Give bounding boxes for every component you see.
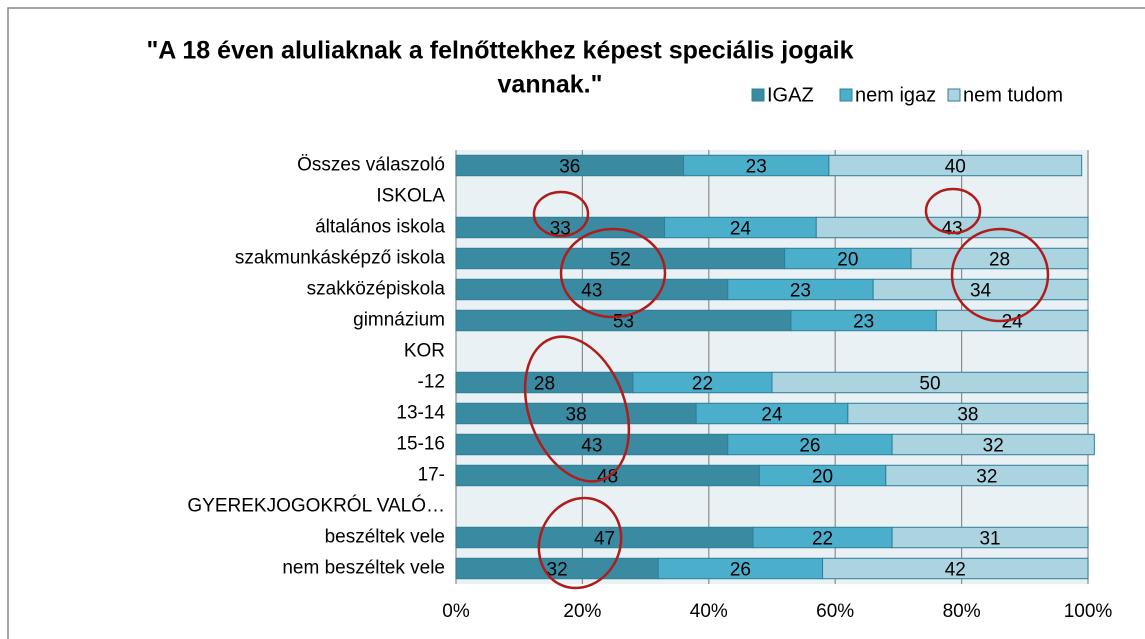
data-label: 24 [761, 405, 783, 426]
plot-area [456, 150, 1088, 584]
bar-segment [771, 371, 1089, 394]
y-tick-label: gimnázium [353, 310, 445, 331]
data-label: 38 [957, 405, 978, 426]
data-label: 23 [853, 312, 874, 333]
data-label: 26 [730, 560, 751, 581]
data-label: 22 [692, 374, 713, 395]
bar-segment [828, 154, 1083, 177]
data-label: 42 [945, 560, 966, 581]
legend-label: IGAZ [767, 84, 814, 106]
x-tick-label: 80% [943, 601, 981, 622]
chart-title: vannak." [498, 71, 603, 99]
data-label: 36 [559, 157, 580, 178]
legend-label: nem igaz [855, 84, 936, 106]
data-label: 23 [790, 281, 811, 302]
bar-segment [822, 557, 1089, 580]
y-tick-label: 13-14 [396, 403, 445, 424]
x-tick-label: 40% [690, 601, 728, 622]
data-label: 50 [919, 374, 940, 395]
data-label: 23 [746, 157, 767, 178]
y-tick-label: szakközépiskola [307, 279, 446, 300]
y-tick-label: GYEREKJOGOKRÓL VALÓ… [187, 495, 445, 517]
bar-segment [891, 433, 1095, 456]
bar-segment [872, 278, 1089, 301]
x-tick-label: 20% [563, 601, 601, 622]
data-label: 20 [837, 250, 858, 271]
y-tick-label: szakmunkásképző iskola [235, 248, 446, 269]
data-label: 40 [945, 157, 966, 178]
data-label: 20 [812, 467, 833, 488]
annotation-circle [950, 227, 1050, 323]
x-tick-label: 100% [1064, 601, 1113, 622]
legend-swatch [839, 88, 853, 102]
data-label: 28 [989, 250, 1010, 271]
bar-segment [885, 464, 1089, 487]
data-label: 34 [970, 281, 992, 302]
y-tick-label: KOR [404, 341, 445, 362]
data-label: 31 [979, 529, 1000, 550]
data-label: 24 [730, 219, 752, 240]
y-tick-label: 17- [418, 465, 445, 486]
data-label: 22 [812, 529, 833, 550]
x-tick-label: 60% [816, 601, 854, 622]
annotation-circle [532, 190, 590, 238]
legend-swatch [751, 88, 765, 102]
y-tick-label: ISKOLA [376, 186, 445, 207]
bar-segment [891, 526, 1089, 549]
y-tick-label: általános iskola [315, 217, 445, 238]
x-tick-label: 0% [442, 601, 470, 622]
data-label: 43 [942, 219, 963, 240]
bar-segment [847, 402, 1089, 425]
data-label: 43 [581, 436, 602, 457]
data-label: 38 [566, 405, 587, 426]
y-tick-label: Összes válaszoló [297, 155, 445, 176]
annotation-circle [924, 187, 982, 235]
y-tick-label: nem beszéltek vele [282, 558, 445, 579]
annotations [523, 187, 1050, 590]
chart-title: "A 18 éven aluliaknak a felnőttekhez kép… [146, 37, 853, 65]
y-tick-label: beszéltek vele [325, 527, 445, 548]
data-label: 32 [983, 436, 1004, 457]
annotation-circle [537, 496, 623, 590]
legend-label: nem tudom [963, 84, 1063, 106]
annotation-circle [523, 335, 631, 483]
annotation-circle [559, 227, 667, 319]
data-label: 32 [976, 467, 997, 488]
data-label: 28 [534, 374, 555, 395]
data-label: 32 [547, 560, 568, 581]
y-tick-label: 15-16 [396, 434, 445, 455]
data-label: 47 [594, 529, 615, 550]
data-label: 26 [799, 436, 820, 457]
data-label: 43 [581, 281, 602, 302]
y-tick-label: -12 [418, 372, 445, 393]
data-label: 52 [610, 250, 631, 271]
legend-swatch [947, 88, 961, 102]
